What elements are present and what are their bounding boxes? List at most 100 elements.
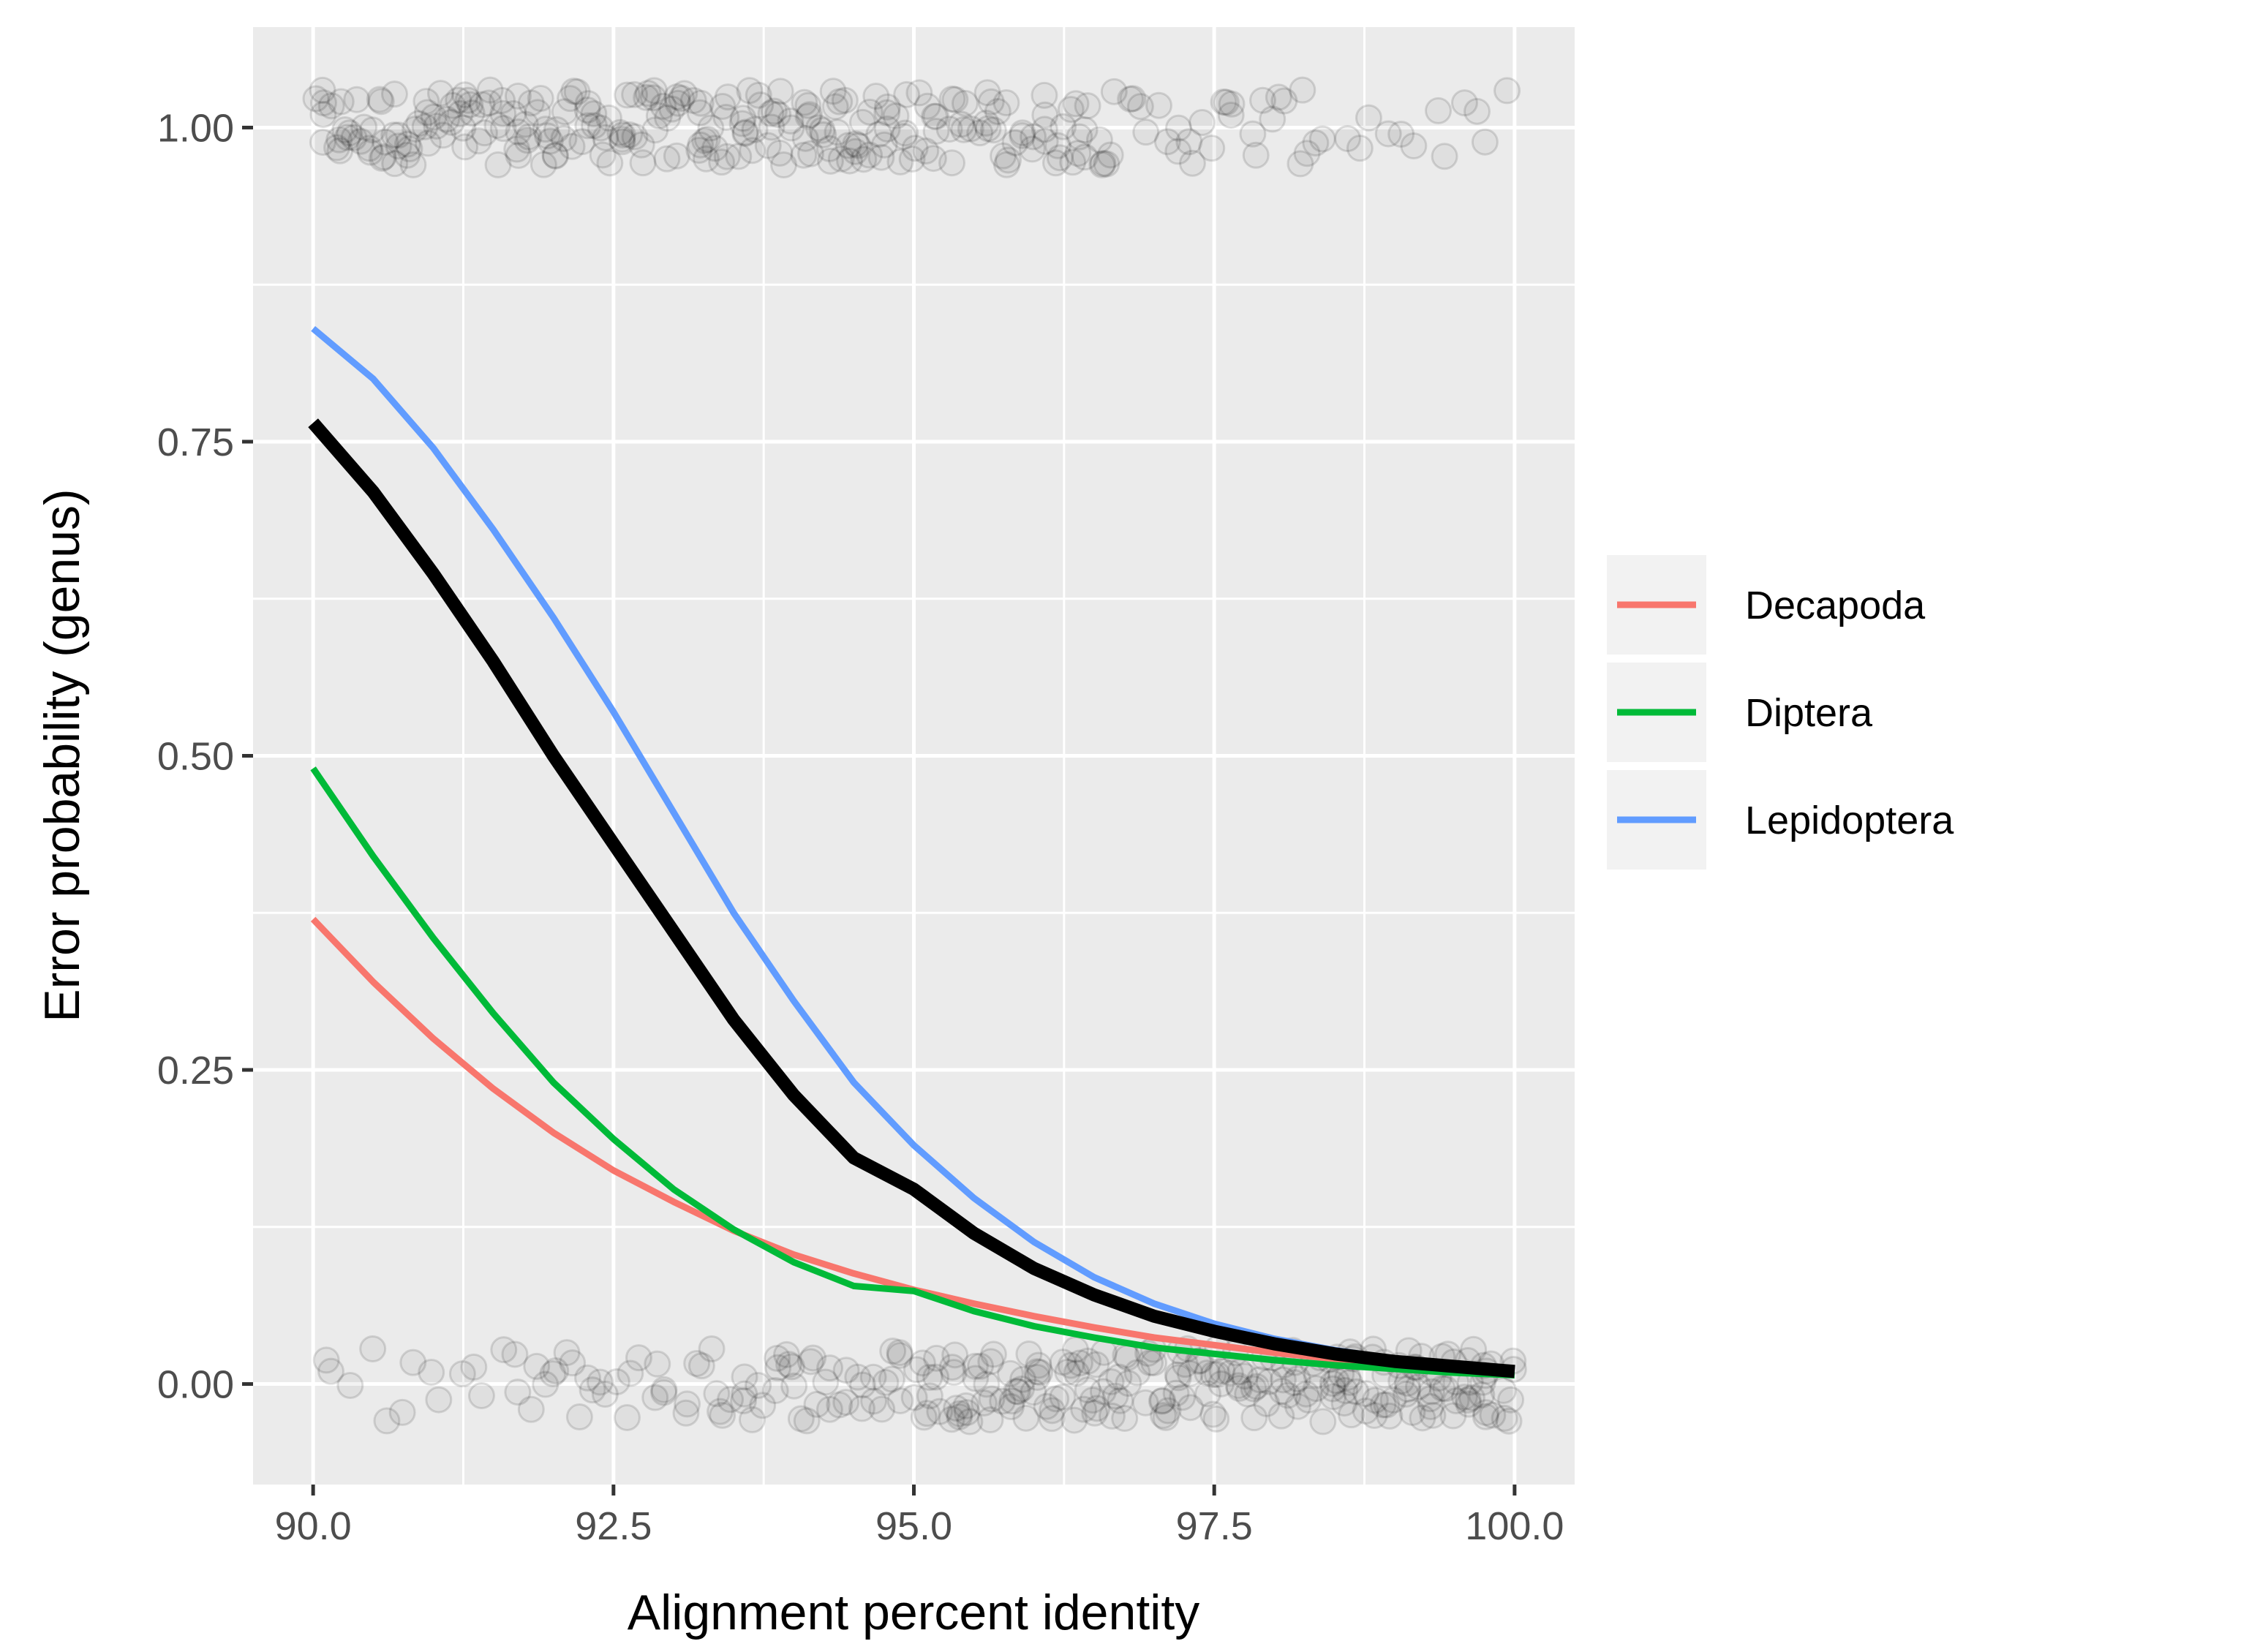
data-point <box>1224 1372 1252 1400</box>
data-point <box>979 116 1007 144</box>
data-point <box>641 1384 669 1411</box>
data-point <box>738 1406 766 1433</box>
data-point <box>1115 1370 1142 1398</box>
data-point <box>687 89 715 117</box>
data-point <box>1202 1405 1230 1433</box>
legend-label: Diptera <box>1745 691 1873 735</box>
data-point <box>1164 114 1192 142</box>
data-point <box>596 149 624 177</box>
data-point <box>745 81 772 109</box>
data-point <box>686 99 714 127</box>
data-point <box>766 78 794 105</box>
data-point <box>467 1382 495 1410</box>
data-point <box>385 121 412 149</box>
data-point <box>1292 1380 1320 1408</box>
data-point <box>557 85 584 113</box>
data-point <box>1471 128 1499 156</box>
data-point <box>791 88 818 116</box>
data-point <box>1169 1384 1197 1411</box>
data-point <box>429 121 457 149</box>
data-point <box>794 91 822 119</box>
data-point <box>358 116 386 144</box>
data-point <box>1334 124 1362 152</box>
data-point <box>500 99 527 127</box>
data-point <box>1493 77 1521 105</box>
data-point <box>542 1357 570 1385</box>
data-point <box>1302 1375 1330 1403</box>
data-point <box>777 114 805 142</box>
data-point <box>1338 1401 1365 1429</box>
data-point <box>1208 1357 1236 1385</box>
data-point <box>539 1359 567 1387</box>
data-point <box>650 1378 678 1406</box>
data-point <box>865 121 893 148</box>
data-point <box>1038 1405 1066 1433</box>
data-point <box>524 99 551 127</box>
data-point <box>1039 1397 1066 1425</box>
data-point <box>859 1363 887 1391</box>
data-point <box>815 1395 843 1423</box>
data-point <box>645 102 673 129</box>
data-point <box>1274 1381 1302 1409</box>
data-point <box>754 132 782 159</box>
data-point <box>886 1341 914 1369</box>
data-point <box>1225 1374 1253 1402</box>
data-point <box>1352 1380 1380 1408</box>
data-point <box>1454 1386 1482 1414</box>
data-point <box>503 135 531 163</box>
data-point <box>1001 129 1029 156</box>
data-point <box>893 80 921 108</box>
data-point <box>873 93 901 121</box>
data-point <box>882 102 910 130</box>
data-point <box>956 1408 984 1436</box>
data-point <box>879 1338 907 1365</box>
data-point <box>1210 88 1237 116</box>
data-point <box>664 89 692 117</box>
data-point <box>663 83 691 110</box>
data-point <box>1074 1347 1101 1375</box>
data-point <box>1217 101 1245 129</box>
data-point <box>1379 1386 1407 1414</box>
data-point <box>749 1392 777 1419</box>
data-point <box>312 1346 340 1374</box>
data-point <box>1023 1364 1051 1392</box>
data-point <box>476 76 504 104</box>
data-point <box>1018 135 1046 163</box>
data-point <box>908 1349 936 1377</box>
data-point <box>1439 1402 1467 1430</box>
data-point <box>1199 1360 1227 1388</box>
data-point <box>741 116 769 143</box>
data-point <box>974 115 1002 143</box>
data-point <box>1418 1378 1446 1406</box>
data-point <box>1107 1387 1134 1414</box>
data-point <box>709 92 737 120</box>
data-point <box>468 91 496 118</box>
x-tick-label: 97.5 <box>1176 1504 1253 1548</box>
data-point <box>663 142 690 170</box>
data-point <box>977 1348 1005 1376</box>
data-point <box>1137 1349 1164 1376</box>
data-point <box>878 1365 905 1393</box>
data-point <box>708 148 736 176</box>
data-point <box>1074 92 1101 120</box>
data-point <box>536 127 564 155</box>
data-point <box>458 99 486 127</box>
data-point <box>953 1399 981 1427</box>
data-point <box>1176 1359 1204 1387</box>
y-tick-label: 1.00 <box>157 106 234 150</box>
y-axis-title: Error probability (genus) <box>34 489 90 1022</box>
data-point <box>758 113 786 141</box>
data-point <box>489 86 516 114</box>
data-point <box>787 1405 815 1433</box>
data-point <box>1394 1375 1422 1403</box>
data-point <box>1063 1359 1090 1387</box>
data-point <box>796 101 824 129</box>
data-point <box>1495 1407 1523 1435</box>
data-point <box>973 79 1001 107</box>
data-point <box>617 1359 644 1387</box>
data-point <box>1132 118 1160 146</box>
y-tick-label: 0.75 <box>157 420 234 464</box>
data-point <box>581 112 609 140</box>
data-point <box>616 121 644 148</box>
data-point <box>1059 148 1087 176</box>
